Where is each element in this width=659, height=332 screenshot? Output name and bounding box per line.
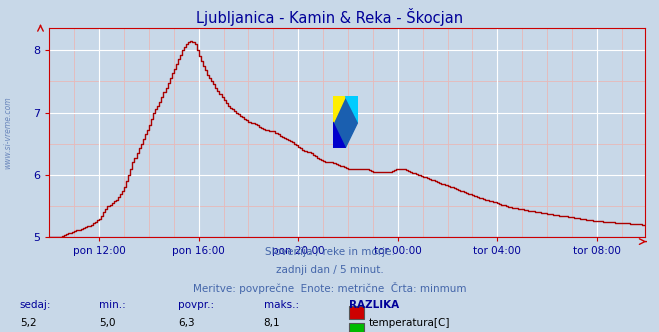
Text: maks.:: maks.: bbox=[264, 300, 299, 310]
Text: RAZLIKA: RAZLIKA bbox=[349, 300, 399, 310]
Text: temperatura[C]: temperatura[C] bbox=[369, 318, 451, 328]
Text: sedaj:: sedaj: bbox=[20, 300, 51, 310]
Text: 6,3: 6,3 bbox=[178, 318, 194, 328]
Polygon shape bbox=[333, 96, 358, 148]
Text: min.:: min.: bbox=[99, 300, 126, 310]
Text: povpr.:: povpr.: bbox=[178, 300, 214, 310]
Text: www.si-vreme.com: www.si-vreme.com bbox=[3, 97, 13, 169]
Text: 5,2: 5,2 bbox=[20, 318, 36, 328]
Text: Slovenija / reke in morje.: Slovenija / reke in morje. bbox=[264, 247, 395, 257]
Polygon shape bbox=[333, 96, 345, 122]
Text: 8,1: 8,1 bbox=[264, 318, 280, 328]
Text: zadnji dan / 5 minut.: zadnji dan / 5 minut. bbox=[275, 265, 384, 275]
Polygon shape bbox=[345, 96, 358, 122]
Text: 5,0: 5,0 bbox=[99, 318, 115, 328]
Text: Ljubljanica - Kamin & Reka - Škocjan: Ljubljanica - Kamin & Reka - Škocjan bbox=[196, 8, 463, 26]
Polygon shape bbox=[333, 122, 345, 148]
Text: Meritve: povprečne  Enote: metrične  Črta: minmum: Meritve: povprečne Enote: metrične Črta:… bbox=[192, 282, 467, 294]
